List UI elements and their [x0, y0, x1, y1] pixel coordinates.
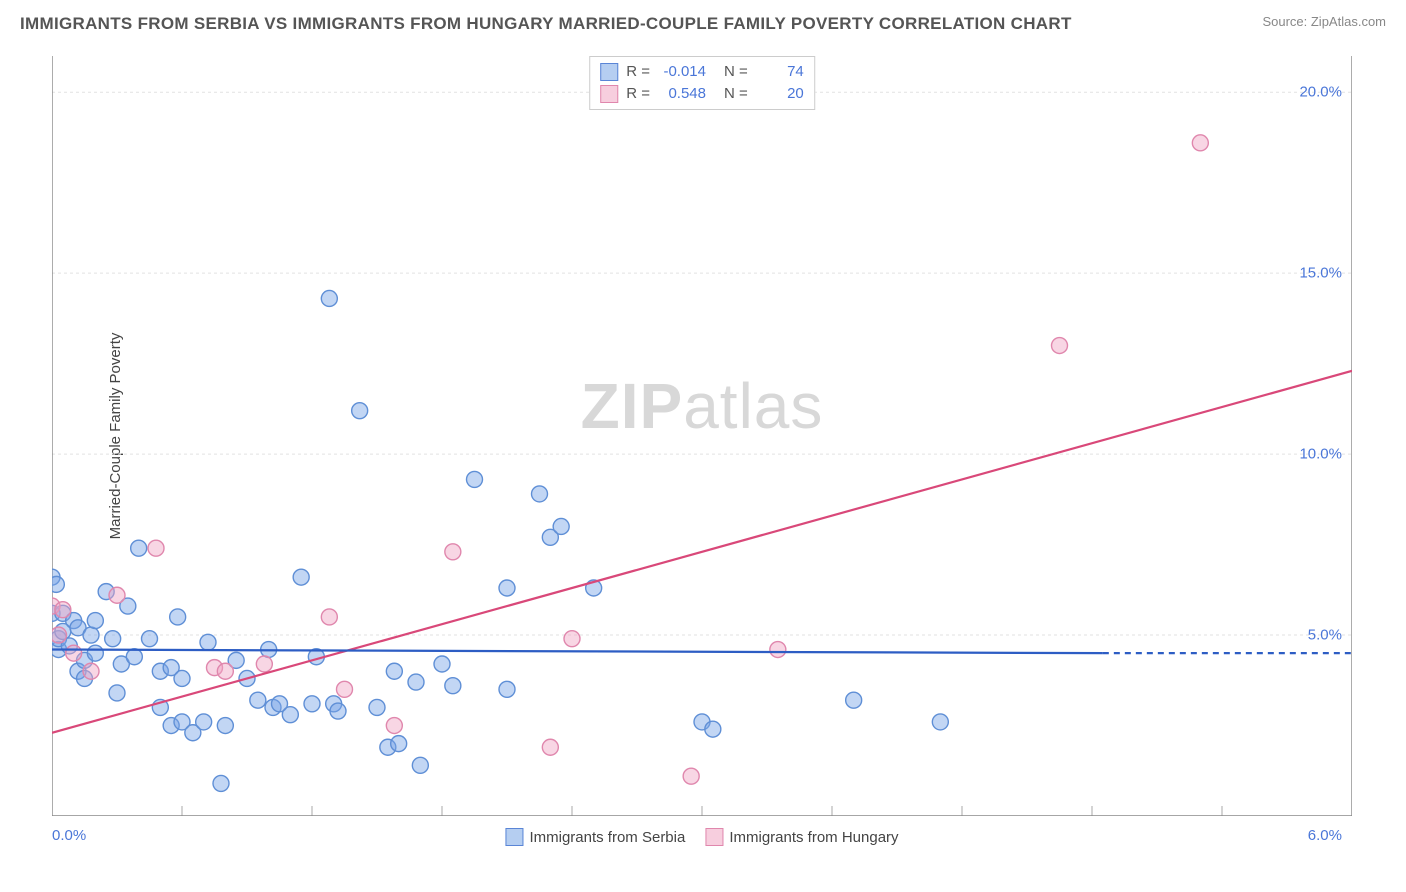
legend-item-hungary: Immigrants from Hungary — [705, 828, 898, 846]
y-tick-label: 10.0% — [1299, 446, 1342, 463]
n-label: N = — [724, 61, 748, 83]
legend-label: Immigrants from Hungary — [729, 829, 898, 846]
x-axis-min-label: 0.0% — [52, 827, 86, 844]
r-value: -0.014 — [658, 61, 706, 83]
source-attribution: Source: ZipAtlas.com — [1262, 14, 1386, 29]
scatter-plot — [52, 56, 1352, 816]
r-value: 0.548 — [658, 83, 706, 105]
legend-item-serbia: Immigrants from Serbia — [505, 828, 685, 846]
swatch-pink-icon — [600, 85, 618, 103]
legend-label: Immigrants from Serbia — [529, 829, 685, 846]
swatch-pink-icon — [705, 828, 723, 846]
y-tick-label: 5.0% — [1308, 627, 1342, 644]
legend-row-serbia: R = -0.014 N = 74 — [600, 61, 804, 83]
r-label: R = — [626, 61, 650, 83]
correlation-legend: R = -0.014 N = 74 R = 0.548 N = 20 — [589, 56, 815, 110]
x-axis-max-label: 6.0% — [1308, 827, 1342, 844]
y-tick-label: 20.0% — [1299, 84, 1342, 101]
series-legend: Immigrants from Serbia Immigrants from H… — [505, 828, 898, 846]
swatch-blue-icon — [600, 63, 618, 81]
n-value: 74 — [756, 61, 804, 83]
n-label: N = — [724, 83, 748, 105]
n-value: 20 — [756, 83, 804, 105]
swatch-blue-icon — [505, 828, 523, 846]
r-label: R = — [626, 83, 650, 105]
chart-area: Married-Couple Family Poverty ZIPatlas 5… — [52, 56, 1352, 816]
chart-title: IMMIGRANTS FROM SERBIA VS IMMIGRANTS FRO… — [20, 14, 1072, 34]
y-tick-label: 15.0% — [1299, 265, 1342, 282]
legend-row-hungary: R = 0.548 N = 20 — [600, 83, 804, 105]
